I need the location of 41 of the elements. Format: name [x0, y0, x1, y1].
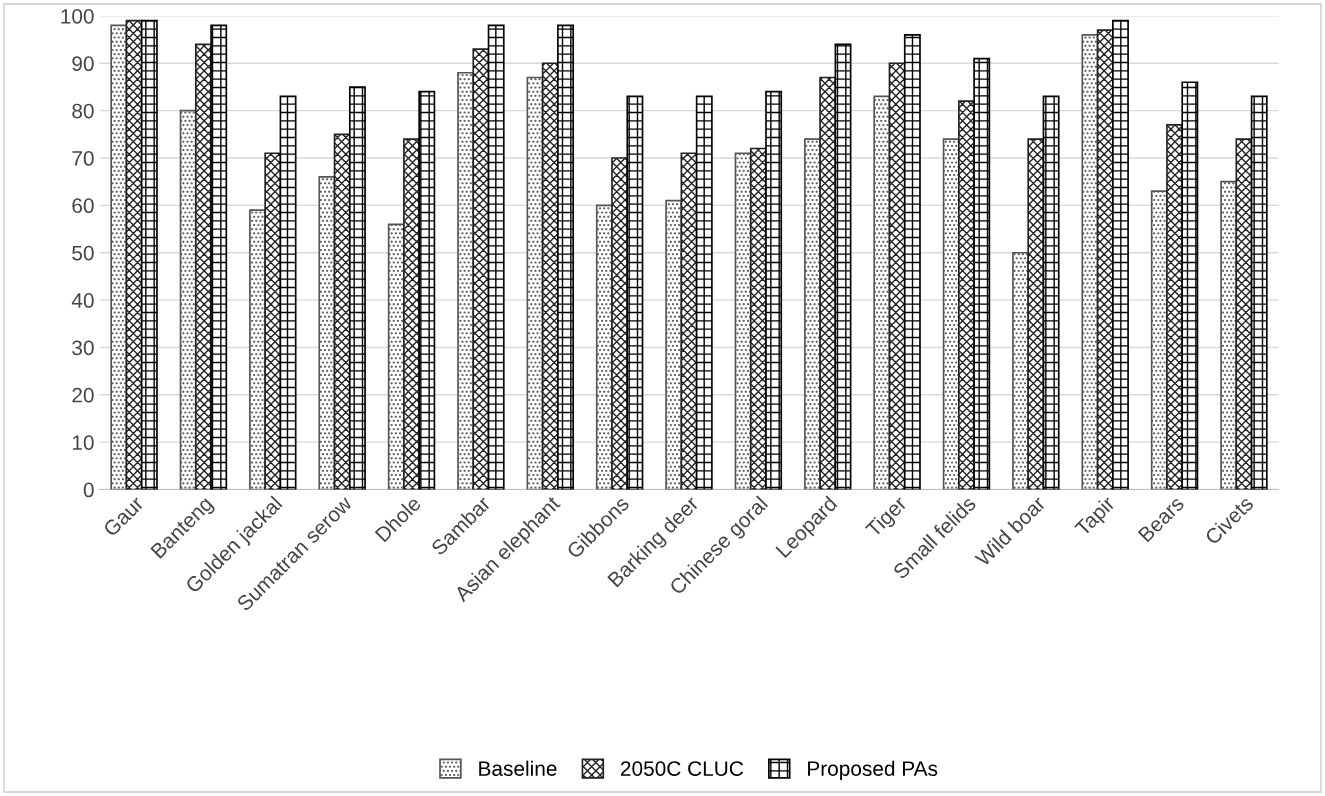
y-tick-label: 80 — [72, 103, 94, 119]
bar — [626, 95, 644, 490]
bar — [973, 57, 991, 490]
y-tick-label: 30 — [72, 340, 94, 356]
legend-label: Baseline — [479, 760, 557, 776]
y-tick-label: 90 — [72, 56, 94, 72]
bar — [819, 76, 837, 490]
bar — [903, 34, 921, 490]
bar — [1027, 138, 1045, 490]
bar — [140, 19, 158, 490]
bar — [873, 95, 891, 490]
bar — [834, 43, 852, 490]
y-tick-label: 20 — [72, 387, 94, 403]
bar — [418, 90, 436, 490]
bar — [1235, 138, 1253, 490]
bar — [1042, 95, 1060, 490]
bar — [1181, 81, 1199, 490]
bar — [1112, 19, 1129, 490]
bar — [279, 95, 297, 490]
bar — [1081, 34, 1099, 490]
bar — [318, 176, 336, 490]
bar — [472, 48, 490, 490]
bar — [665, 199, 683, 490]
y-tick-label: 50 — [72, 245, 94, 261]
y-tick-label: 70 — [72, 151, 94, 166]
bar — [210, 24, 228, 490]
bar — [110, 24, 128, 490]
legend-label: Proposed PAs — [808, 760, 938, 781]
legend-label: 2050C CLUC — [620, 761, 744, 776]
y-tick-label: 40 — [71, 293, 94, 308]
y-tick-label: 100 — [61, 8, 94, 24]
y-tick-label: 0 — [83, 482, 94, 498]
bar — [1250, 95, 1268, 490]
bar — [348, 86, 366, 490]
bar — [487, 24, 505, 490]
bar — [695, 95, 713, 490]
bar — [765, 90, 783, 490]
bar — [264, 152, 282, 490]
bar — [557, 24, 574, 490]
y-tick-label: 10 — [72, 435, 94, 450]
y-tick-label: 60 — [72, 198, 94, 214]
